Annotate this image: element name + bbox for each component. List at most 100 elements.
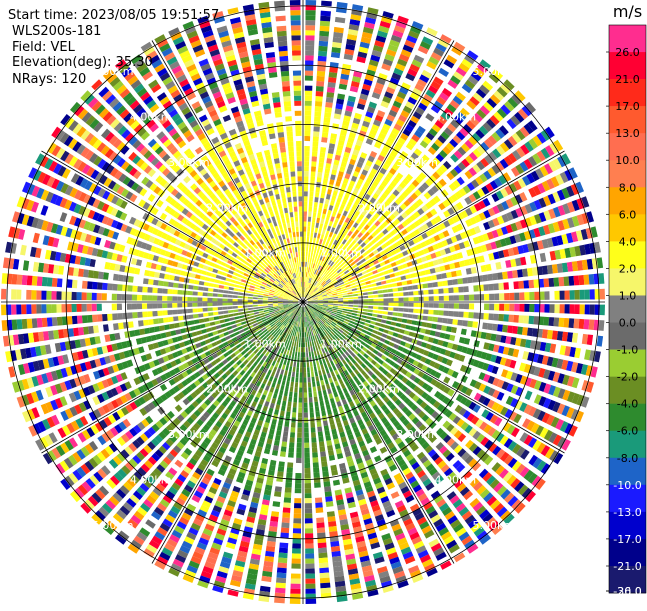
velocity-gate <box>413 309 418 313</box>
velocity-gate <box>172 310 177 315</box>
velocity-gate <box>303 337 305 342</box>
velocity-gate <box>347 310 352 313</box>
velocity-gate <box>342 311 347 314</box>
velocity-gate <box>305 327 306 332</box>
velocity-gate <box>315 106 322 112</box>
velocity-gate <box>348 297 353 299</box>
velocity-gate <box>299 342 301 347</box>
velocity-gate <box>322 240 326 246</box>
velocity-gate <box>304 458 310 463</box>
velocity-gate <box>304 383 307 388</box>
velocity-gate <box>474 294 479 300</box>
velocity-gate <box>157 407 165 415</box>
velocity-gate <box>290 589 300 594</box>
velocity-gate <box>378 272 384 276</box>
velocity-gate <box>253 305 258 307</box>
velocity-gate <box>378 294 383 297</box>
velocity-gate <box>97 314 103 322</box>
velocity-gate <box>213 312 218 316</box>
velocity-gate <box>463 312 469 318</box>
velocity-gate <box>574 276 580 286</box>
velocity-gate <box>311 171 316 176</box>
velocity-gate <box>325 230 329 236</box>
velocity-gate <box>317 66 326 72</box>
velocity-gate <box>316 238 319 243</box>
velocity-gate <box>231 324 237 328</box>
velocity-gate <box>398 308 403 312</box>
velocity-gate <box>283 507 291 513</box>
velocity-gate <box>293 533 301 538</box>
velocity-gate <box>413 291 418 295</box>
velocity-gate <box>361 318 367 322</box>
velocity-gate <box>305 569 315 574</box>
velocity-gate <box>376 282 382 286</box>
velocity-gate <box>83 327 89 335</box>
velocity-gate <box>326 158 332 164</box>
velocity-gate <box>522 327 528 335</box>
velocity-gate <box>187 309 192 313</box>
velocity-gate <box>221 324 227 328</box>
velocity-gate <box>312 156 317 161</box>
velocity-gate <box>305 498 312 503</box>
velocity-gate <box>326 404 331 410</box>
velocity-gate <box>283 360 287 366</box>
velocity-gate <box>363 309 368 312</box>
velocity-gate <box>319 360 323 366</box>
velocity-gate <box>347 289 352 292</box>
velocity-gate <box>318 167 323 173</box>
velocity-gate <box>278 466 285 472</box>
velocity-gate <box>494 293 499 300</box>
velocity-gate <box>233 328 239 332</box>
velocity-gate <box>304 423 308 428</box>
velocity-gate <box>239 312 244 315</box>
velocity-gate <box>190 326 196 331</box>
velocity-gate <box>254 312 259 315</box>
velocity-gate <box>433 289 438 294</box>
velocity-gate <box>238 309 243 312</box>
velocity-gate <box>589 320 595 331</box>
velocity-gate <box>317 76 325 82</box>
velocity-gate <box>458 312 464 318</box>
velocity-gate <box>327 226 331 232</box>
velocity-gate <box>575 290 580 300</box>
velocity-gate <box>326 97 334 103</box>
velocity-gate <box>325 491 332 497</box>
velocity-gate <box>377 332 383 337</box>
velocity-gate <box>325 430 331 436</box>
velocity-gate <box>309 352 312 357</box>
velocity-gate <box>289 442 294 447</box>
velocity-gate <box>498 283 504 290</box>
velocity-gate <box>404 330 410 335</box>
velocity-gate <box>369 276 375 280</box>
velocity-gate <box>412 320 418 325</box>
velocity-gate <box>305 45 314 50</box>
velocity-gate <box>549 317 555 326</box>
velocity-gate <box>286 381 290 387</box>
velocity-gate <box>296 453 302 458</box>
velocity-gate <box>168 317 174 322</box>
velocity-gate <box>373 299 378 302</box>
velocity-gate <box>362 315 367 318</box>
velocity-gate <box>188 315 194 320</box>
velocity-gate <box>145 519 156 529</box>
velocity-gate <box>413 315 419 320</box>
velocity-gate <box>512 270 518 278</box>
velocity-gate <box>600 289 605 300</box>
velocity-gate <box>102 314 108 321</box>
velocity-gate <box>313 131 319 137</box>
velocity-gate <box>303 262 305 267</box>
velocity-gate <box>385 325 391 329</box>
velocity-gate <box>217 329 223 334</box>
velocity-gate <box>306 584 316 589</box>
velocity-gate <box>160 384 167 392</box>
velocity-gate <box>310 412 314 417</box>
velocity-gate <box>513 281 519 289</box>
velocity-gate <box>368 328 374 332</box>
velocity-gate <box>560 304 565 313</box>
velocity-gate <box>388 269 394 274</box>
velocity-gate <box>492 324 498 331</box>
velocity-gate <box>154 326 160 332</box>
velocity-gate <box>309 397 313 402</box>
velocity-gate <box>291 564 300 569</box>
velocity-gate <box>263 308 268 310</box>
